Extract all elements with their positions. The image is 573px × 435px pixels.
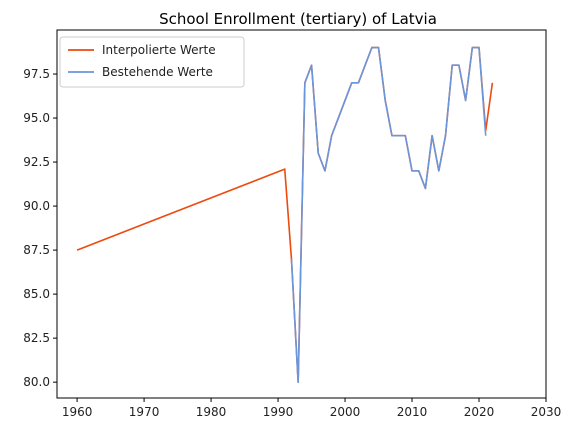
x-tick-label: 2030 bbox=[531, 405, 562, 419]
y-tick-label: 92.5 bbox=[23, 155, 50, 169]
plot-area bbox=[56, 29, 547, 399]
chart-title: School Enrollment (tertiary) of Latvia bbox=[159, 10, 437, 28]
x-tick-label: 1970 bbox=[129, 405, 160, 419]
legend-label-2: Bestehende Werte bbox=[102, 65, 213, 79]
legend: Interpolierte Werte Bestehende Werte bbox=[59, 36, 245, 88]
x-axis-ticks: 1960 1970 1980 1990 2000 2010 2020 2030 bbox=[62, 398, 561, 419]
y-axis-ticks: 80.0 82.5 85.0 87.5 90.0 92.5 95.0 97.5 bbox=[23, 67, 57, 389]
y-tick-label: 80.0 bbox=[23, 375, 50, 389]
y-tick-label: 82.5 bbox=[23, 331, 50, 345]
y-tick-label: 87.5 bbox=[23, 243, 50, 257]
x-tick-label: 2000 bbox=[330, 405, 361, 419]
y-tick-label: 95.0 bbox=[23, 111, 50, 125]
legend-label-1: Interpolierte Werte bbox=[102, 43, 216, 57]
y-tick-label: 90.0 bbox=[23, 199, 50, 213]
series-layer bbox=[76, 46, 494, 383]
series-line-1 bbox=[76, 46, 494, 383]
x-tick-label: 1990 bbox=[263, 405, 294, 419]
series-line-2 bbox=[290, 46, 487, 383]
legend-box bbox=[59, 36, 245, 88]
y-tick-label: 85.0 bbox=[23, 287, 50, 301]
plot-frame bbox=[56, 29, 547, 399]
x-tick-label: 2010 bbox=[397, 405, 428, 419]
x-tick-label: 2020 bbox=[464, 405, 495, 419]
x-tick-label: 1960 bbox=[62, 405, 93, 419]
y-tick-label: 97.5 bbox=[23, 67, 50, 81]
x-tick-label: 1980 bbox=[196, 405, 227, 419]
